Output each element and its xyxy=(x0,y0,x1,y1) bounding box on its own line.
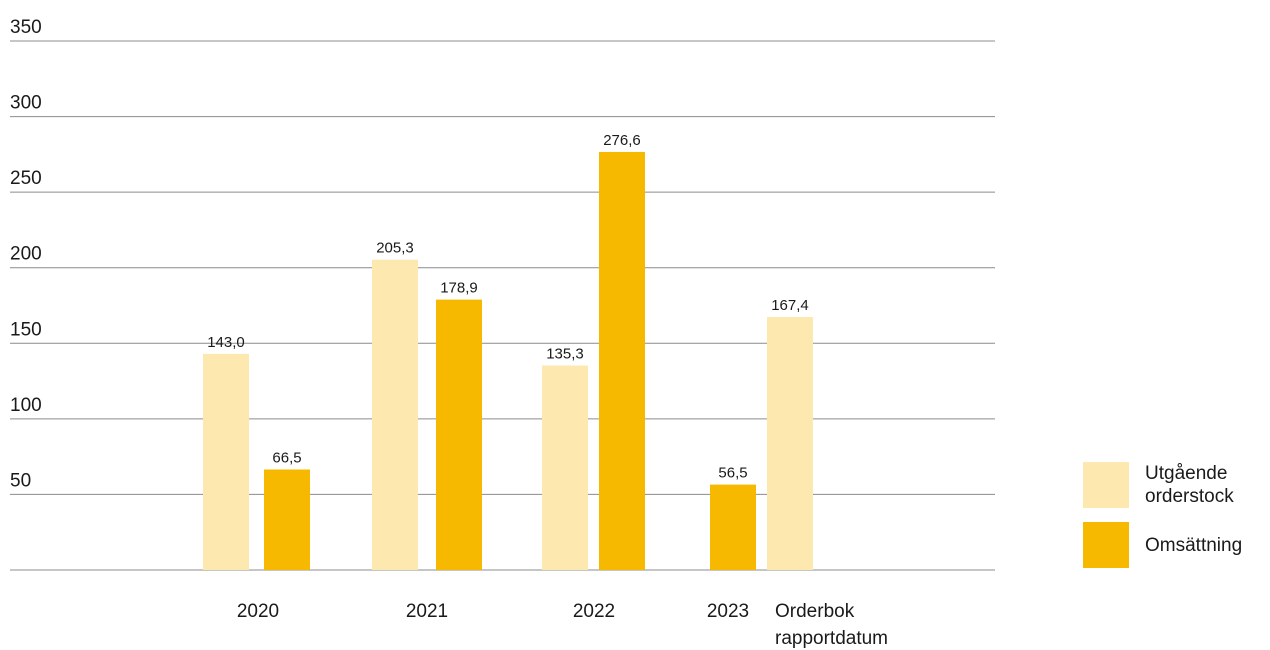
y-tick-label: 350 xyxy=(10,17,42,38)
y-tick-label: 100 xyxy=(10,395,42,416)
y-tick-label: 150 xyxy=(10,319,42,340)
x-category-label: 2023 xyxy=(707,601,749,622)
bar xyxy=(710,484,756,570)
bar xyxy=(599,151,645,571)
legend-label-line: Omsättning xyxy=(1145,535,1243,556)
x-category-label: 2021 xyxy=(406,601,448,622)
legend-swatch-orderstock xyxy=(1083,462,1129,508)
bar xyxy=(436,299,482,570)
bar xyxy=(203,353,249,570)
bar xyxy=(264,469,310,570)
x-category-label-line2: rapportdatum xyxy=(775,628,888,649)
data-label: 56,5 xyxy=(718,465,747,482)
legend: Utgående orderstock Omsättning xyxy=(1083,462,1270,582)
y-tick-label: 200 xyxy=(10,244,42,265)
data-labels: 143,0 205,3 135,3 167,4 66,5 178,9 276,6 56,5 xyxy=(207,132,809,482)
bar xyxy=(767,316,813,570)
data-label: 276,6 xyxy=(603,132,641,149)
data-label: 143,0 xyxy=(207,334,245,351)
legend-item-omsattning: Omsättning xyxy=(1083,522,1270,568)
legend-label-line: Utgående xyxy=(1145,463,1228,484)
bar xyxy=(372,259,418,570)
x-category-label: 2020 xyxy=(237,601,279,622)
y-tick-label: 300 xyxy=(10,93,42,114)
x-category-label: Orderbok xyxy=(775,601,855,622)
data-label: 178,9 xyxy=(440,280,478,297)
bar xyxy=(542,365,588,570)
bars xyxy=(203,151,813,571)
y-axis-ticks: 50 100 150 200 250 300 350 xyxy=(10,17,42,491)
data-label: 135,3 xyxy=(546,346,584,363)
data-label: 205,3 xyxy=(376,240,414,257)
legend-swatch-omsattning xyxy=(1083,522,1129,568)
y-tick-label: 250 xyxy=(10,168,42,189)
legend-item-orderstock: Utgående orderstock xyxy=(1083,462,1270,508)
x-axis-categories: 2020 2021 2022 2023 Orderbok rapportdatum xyxy=(237,601,888,649)
legend-label-omsattning: Omsättning xyxy=(1145,534,1270,557)
y-tick-label: 50 xyxy=(10,470,31,491)
data-label: 66,5 xyxy=(272,449,301,466)
x-category-label: 2022 xyxy=(573,601,615,622)
data-label: 167,4 xyxy=(771,297,809,314)
legend-label-line: orderstock xyxy=(1145,486,1234,507)
grid-lines xyxy=(10,40,995,571)
legend-label-orderstock: Utgående orderstock xyxy=(1145,462,1270,508)
